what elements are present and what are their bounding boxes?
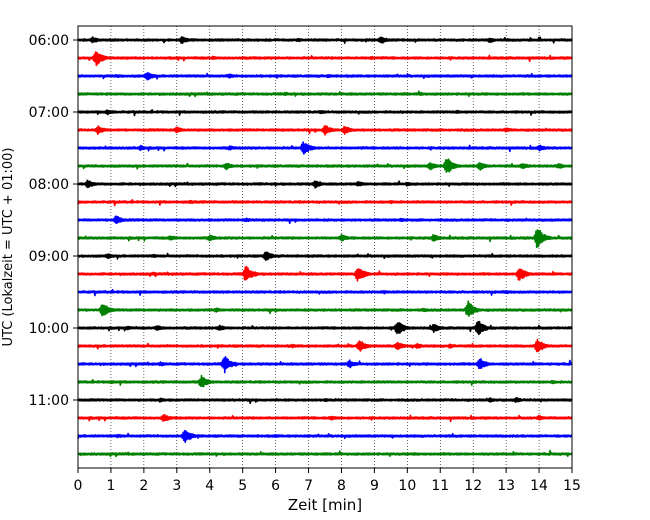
trace-1000 [77,320,573,336]
y-tick-label: 07:00 [29,105,69,121]
x-tick-label: 10 [398,478,416,494]
x-tick-label: 15 [563,478,581,494]
trace-1030 [77,355,573,374]
x-tick-label: 11 [431,478,449,494]
trace-0600 [77,36,573,45]
x-tick-label: 13 [497,478,515,494]
y-tick-label: 06:00 [29,33,69,49]
trace-0630 [77,71,573,81]
trace-0815 [77,199,573,207]
x-axis-label: Zeit [min] [288,496,362,514]
plot-frame [77,25,573,469]
trace-1100 [77,396,573,405]
trace-0700 [77,109,573,117]
trace-0800 [77,179,573,189]
trace-0915 [77,266,573,282]
trace-0930 [77,289,573,297]
trace-1115 [77,413,573,423]
y-tick-label: 10:00 [29,321,69,337]
trace-0715 [77,125,573,136]
y-tick-label: 08:00 [29,177,69,193]
trace-1015 [77,338,573,353]
y-tick-label: 09:00 [29,249,69,265]
trace-1145 [77,449,573,458]
x-tick-label: 14 [530,478,548,494]
trace-0945 [77,300,573,317]
y-axis: 06:00 07:00 08:00 09:00 10:00 11:00 [29,33,78,409]
trace-1045 [77,374,573,388]
x-tick-label: 6 [271,478,280,494]
y-axis-label: UTC (Lokalzeit = UTC + 01:00) [1,148,16,347]
trace-0615 [77,51,573,67]
x-tick-label: 7 [304,478,313,494]
x-tick-label: 3 [172,478,181,494]
trace-area [77,36,573,458]
trace-0745 [77,158,573,173]
trace-0830 [77,215,573,225]
trace-1130 [77,430,573,443]
trace-0730 [77,141,573,155]
trace-0845 [77,229,573,248]
x-tick-label: 0 [74,478,83,494]
trace-0900 [77,251,573,261]
y-tick-label: 11:00 [29,393,69,409]
x-tick-label: 2 [139,478,148,494]
x-tick-label: 4 [205,478,214,494]
x-tick-label: 5 [238,478,247,494]
trace-0645 [77,90,573,98]
x-tick-label: 1 [106,478,115,494]
x-tick-label: 8 [337,478,346,494]
x-axis: 0 1 2 3 4 5 6 7 8 9 10 11 12 13 14 15 [74,468,581,494]
x-tick-label: 12 [464,478,482,494]
x-tick-label: 9 [370,478,379,494]
